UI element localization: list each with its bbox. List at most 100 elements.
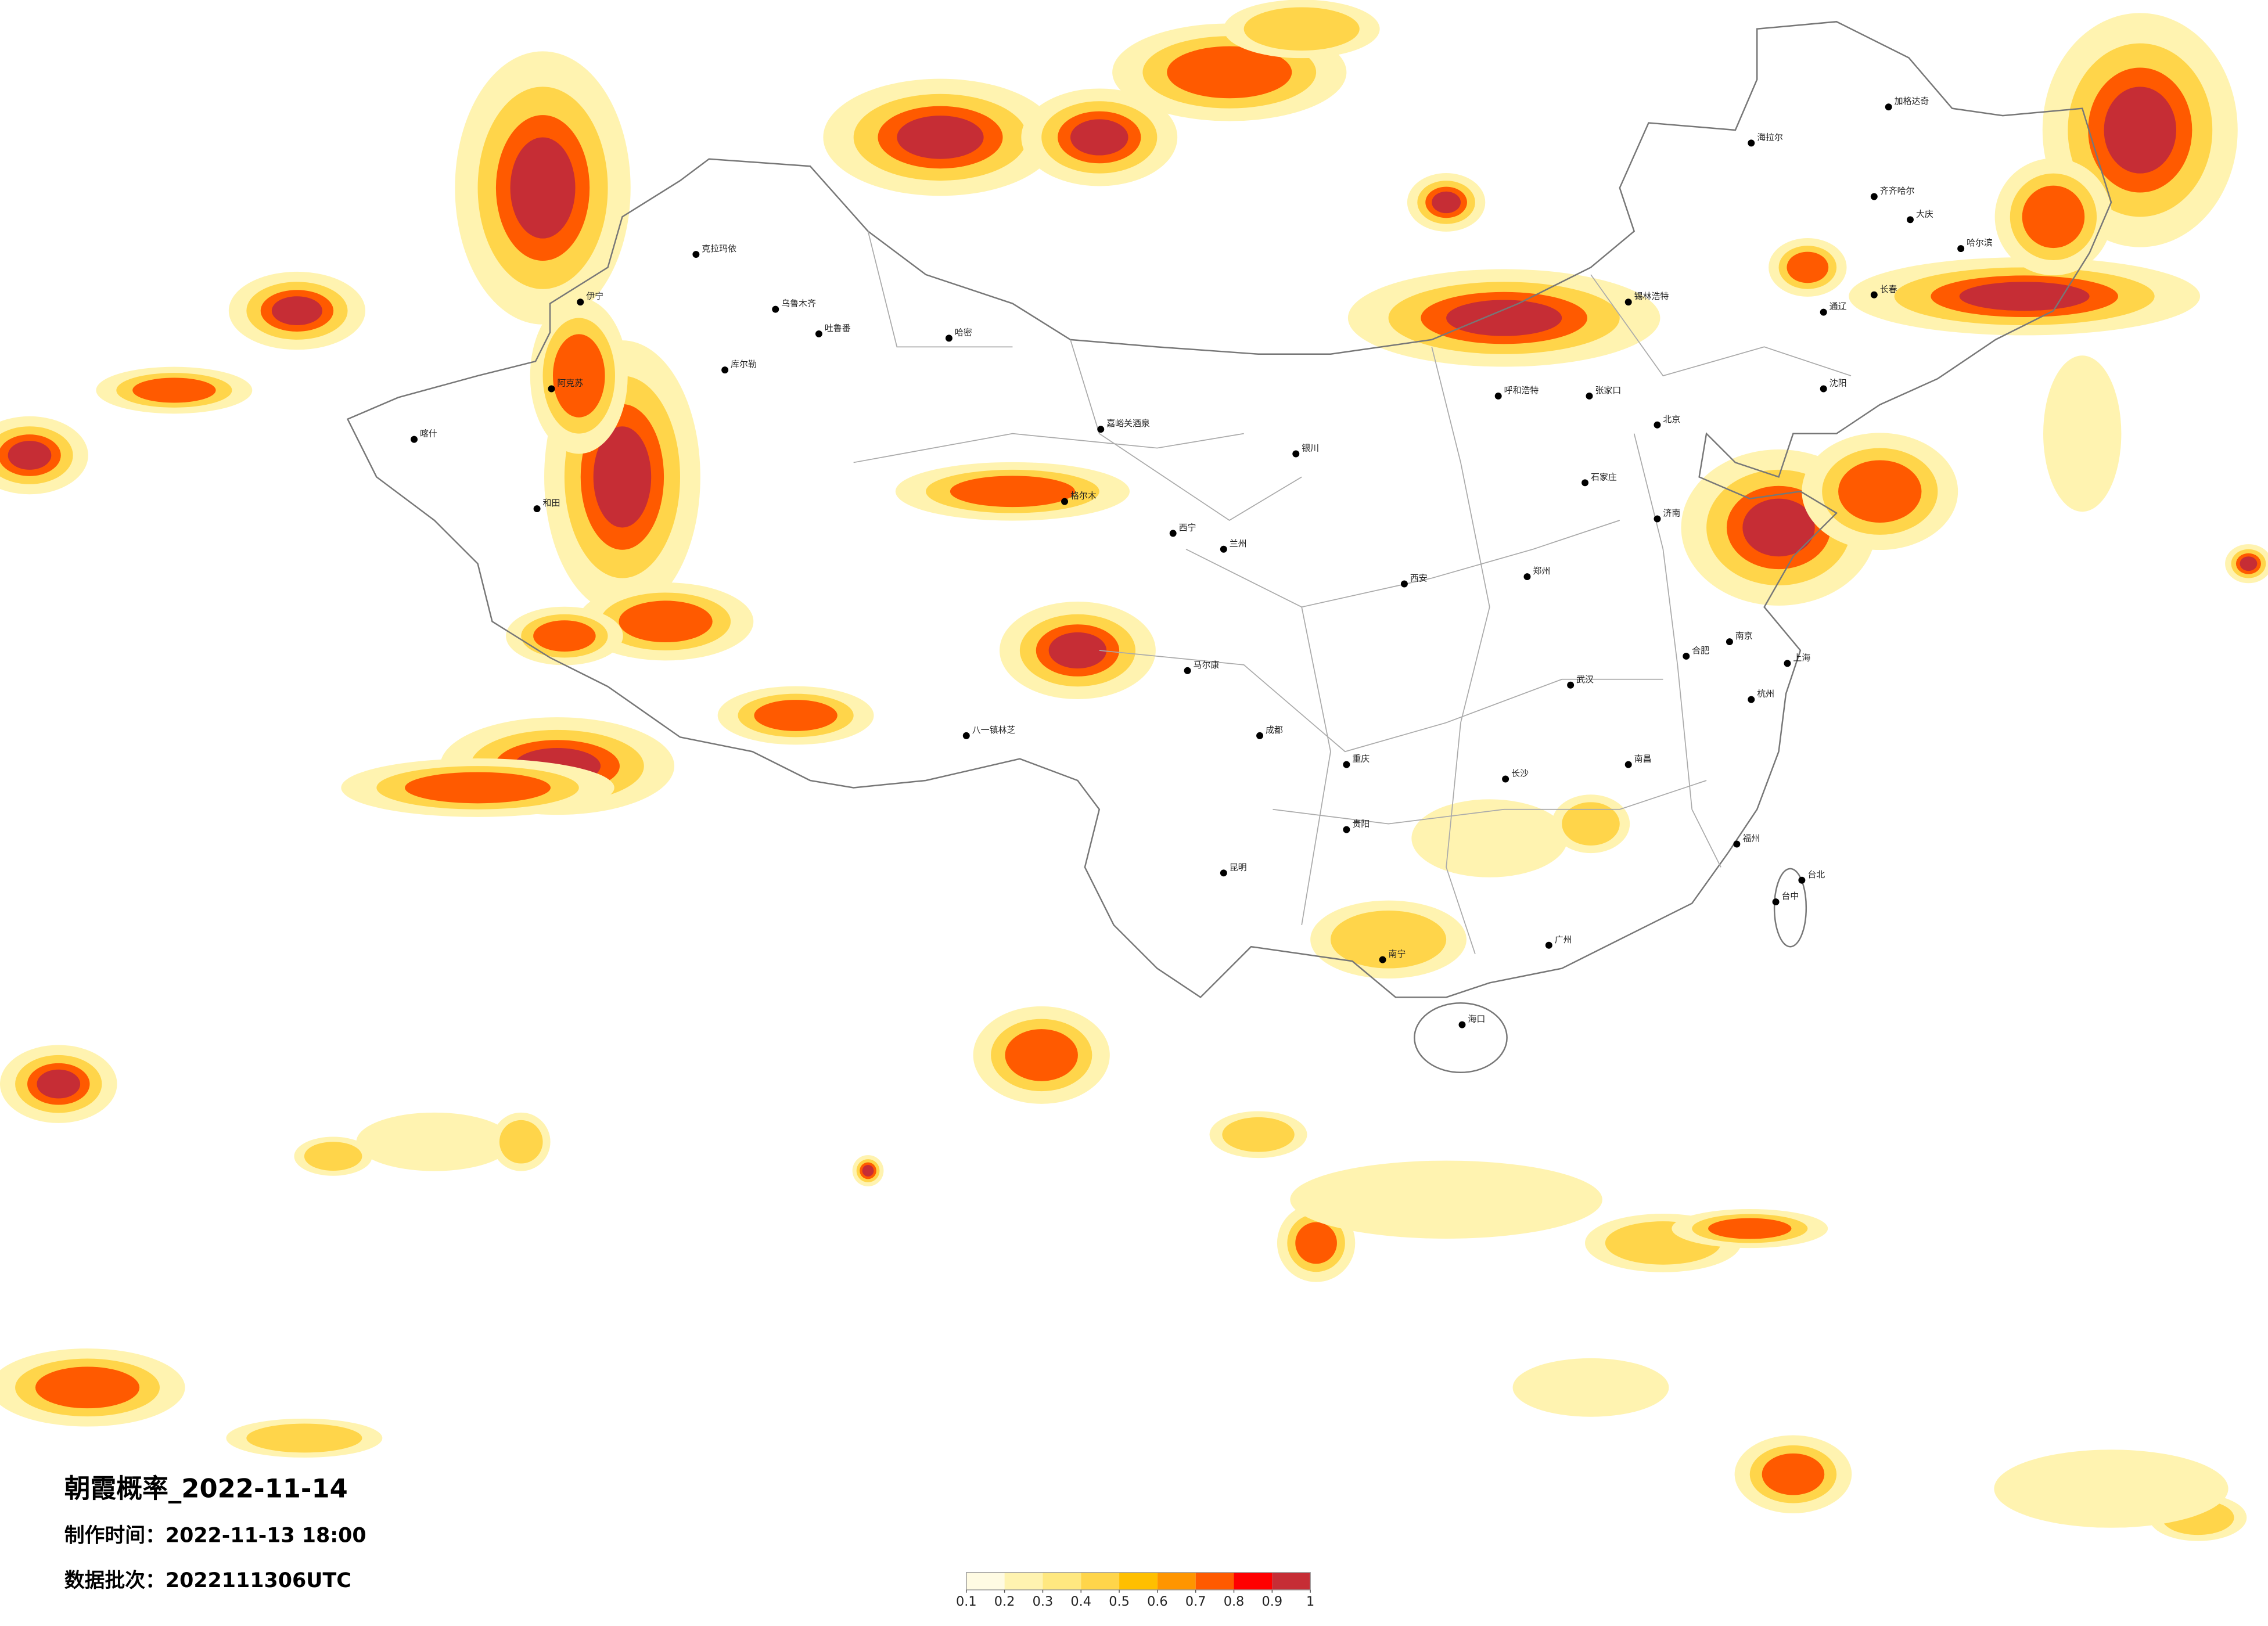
city-dot (1624, 298, 1632, 306)
city-label: 北京 (1663, 414, 1680, 425)
city-dot (1220, 869, 1227, 877)
legend-swatch (1195, 1572, 1234, 1590)
city-label: 南宁 (1389, 949, 1406, 959)
city-dot (1545, 941, 1552, 949)
city-dot (945, 334, 953, 342)
probability-area (1708, 1218, 1792, 1239)
city-label: 南京 (1735, 631, 1753, 641)
probability-area (1243, 7, 1360, 51)
probability-area (510, 137, 576, 239)
city-label: 格尔木 (1070, 491, 1097, 501)
probability-area (1994, 1449, 2229, 1528)
probability-area (1048, 632, 1107, 669)
legend-tick-label: 0.3 (1033, 1594, 1054, 1609)
probability-area (356, 1112, 513, 1171)
legend-tick-label: 0.6 (1147, 1594, 1168, 1609)
city-dot (1256, 732, 1264, 739)
hainan (1414, 1002, 1508, 1074)
city-label: 西安 (1410, 573, 1428, 584)
city-dot (721, 366, 729, 374)
probability-area (1787, 251, 1829, 283)
probability-area (1762, 1453, 1825, 1495)
city-label: 呼和浩特 (1504, 385, 1539, 395)
city-label: 杭州 (1757, 689, 1774, 699)
city-label: 加格达奇 (1895, 96, 1929, 106)
map-title: 朝霞概率_2022-11-14 (64, 1473, 348, 1503)
legend-tick-label: 0.8 (1224, 1594, 1245, 1609)
probability-field (0, 0, 2268, 1541)
probability-area (2240, 556, 2258, 571)
probability-area (533, 620, 596, 652)
city-label: 昆明 (1230, 862, 1247, 872)
city-dot (1885, 103, 1892, 111)
city-dot (1784, 660, 1791, 667)
city-dot (1820, 308, 1827, 316)
city-label: 海口 (1468, 1014, 1485, 1024)
city-label: 齐齐哈尔 (1880, 186, 1915, 196)
city-dot (533, 505, 541, 513)
city-label: 大庆 (1916, 208, 1933, 219)
legend-swatch (1081, 1572, 1120, 1590)
city-dot (1582, 479, 1589, 487)
probability-area (1838, 460, 1922, 523)
probability-area (1167, 46, 1292, 99)
probability-area (405, 772, 551, 804)
city-dot (1502, 775, 1509, 783)
probability-area (1330, 911, 1447, 969)
probability-area (8, 441, 52, 470)
probability-area (552, 334, 605, 418)
probability-area (1512, 1358, 1669, 1417)
city-label: 阿克苏 (557, 378, 583, 388)
china-outline (346, 21, 2112, 1074)
legend-swatch (1004, 1572, 1043, 1590)
probability-area (246, 1423, 362, 1453)
city-label: 喀什 (420, 429, 437, 439)
city-label: 长春 (1880, 284, 1897, 294)
city-label: 嘉峪关酒泉 (1106, 418, 1150, 429)
legend-swatch (1157, 1572, 1196, 1590)
legend: 0.1 0.2 0.3 0.4 0.5 0.6 0.7 0.8 0.9 1 (956, 1572, 1314, 1609)
city-label: 西宁 (1179, 522, 1196, 533)
probability-area (1005, 1029, 1078, 1081)
city-label: 马尔康 (1194, 660, 1220, 670)
probability-area (1295, 1222, 1337, 1264)
legend-swatch (1119, 1572, 1158, 1590)
city-dot (1772, 898, 1780, 906)
city-dot (1379, 956, 1386, 963)
probability-area (593, 426, 652, 528)
probability-area (304, 1142, 362, 1171)
city-label: 贵阳 (1352, 819, 1370, 829)
city-dot (1169, 530, 1177, 537)
city-dot (1458, 1021, 1466, 1028)
probability-area (862, 1165, 874, 1177)
city-label: 郑州 (1533, 566, 1550, 576)
city-dot (1184, 667, 1191, 674)
border (346, 21, 2112, 998)
city-label: 武汉 (1576, 674, 1594, 685)
city-dot (1870, 193, 1878, 200)
province-lines (853, 231, 1852, 954)
probability-area (37, 1069, 81, 1099)
probability-area (132, 377, 216, 403)
city-dot (1567, 681, 1575, 689)
city-dot (1523, 573, 1531, 581)
legend-swatch (1272, 1572, 1311, 1590)
city-label: 吐鲁番 (825, 323, 851, 333)
city-dot (772, 305, 779, 313)
legend-tick-label: 1 (1306, 1594, 1314, 1609)
city-label: 伊宁 (586, 291, 603, 301)
city-label: 广州 (1555, 934, 1572, 945)
probability-area (950, 476, 1075, 508)
city-dot (1683, 652, 1690, 660)
probability-area (1959, 282, 2090, 311)
probability-area (2104, 87, 2176, 174)
city-dot (1624, 761, 1632, 768)
city-label: 台北 (1807, 869, 1825, 880)
city-dot (1726, 638, 1733, 646)
city-label: 哈密 (955, 327, 972, 337)
probability-area (619, 600, 713, 643)
probability-area (897, 116, 984, 159)
city-label: 南昌 (1634, 754, 1652, 764)
